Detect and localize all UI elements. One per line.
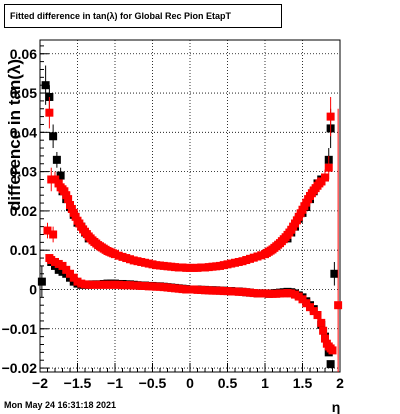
y-tick-label: 0.03 [10, 164, 37, 180]
data-point [330, 269, 339, 278]
data-point [37, 277, 46, 286]
y-tick-label: 0.05 [10, 85, 37, 101]
data-point [326, 360, 335, 369]
data-point [328, 346, 337, 355]
data-point [49, 230, 58, 239]
data-point [56, 171, 65, 180]
y-tick-label: 0.06 [10, 46, 37, 62]
data-point [319, 326, 328, 335]
y-tick-label: 0.01 [10, 242, 37, 258]
data-point [317, 318, 326, 327]
data-point [41, 81, 50, 90]
x-tick-label: −1 [107, 375, 123, 391]
data-point [313, 311, 322, 320]
data-point [45, 108, 54, 117]
data-point [52, 155, 61, 164]
series-red [43, 96, 343, 372]
x-tick-label: 0 [186, 375, 194, 391]
y-axis-label: difference in tan(λ) [5, 59, 24, 211]
y-tick-label: −0.02 [2, 360, 38, 376]
x-tick-label: 1 [261, 375, 269, 391]
data-point [321, 173, 329, 182]
y-tick-label: 0.04 [10, 124, 37, 140]
data-point [49, 132, 58, 141]
grid-lines [40, 40, 340, 372]
x-tick-label: 2 [336, 375, 344, 391]
data-point [43, 226, 52, 235]
y-tick-label: 0.02 [10, 203, 37, 219]
x-axis-label: η [332, 399, 341, 414]
x-tick-label: −2 [32, 375, 48, 391]
y-axis-ticks: −0.02 −0.01 0 0.01 0.02 0.03 0.04 0.05 0.06 [2, 45, 49, 376]
x-tick-label: −0.5 [139, 375, 167, 391]
y-tick-label: 0 [29, 281, 37, 297]
x-tick-label: 0.5 [218, 375, 238, 391]
data-point [326, 112, 335, 121]
data-point [64, 195, 73, 204]
chart-title: Fitted difference in tan(λ) for Global R… [4, 4, 282, 28]
data-point [324, 163, 333, 172]
timestamp: Mon May 24 16:31:18 2021 [4, 400, 117, 410]
y-tick-label: −0.01 [2, 321, 38, 337]
data-point [321, 334, 329, 343]
data-point [334, 301, 343, 310]
x-tick-label: 1.5 [293, 375, 313, 391]
x-axis-ticks: −2 −1.5 −1 −0.5 0 0.5 1 1.5 2 [32, 363, 344, 391]
x-tick-label: −1.5 [64, 375, 92, 391]
